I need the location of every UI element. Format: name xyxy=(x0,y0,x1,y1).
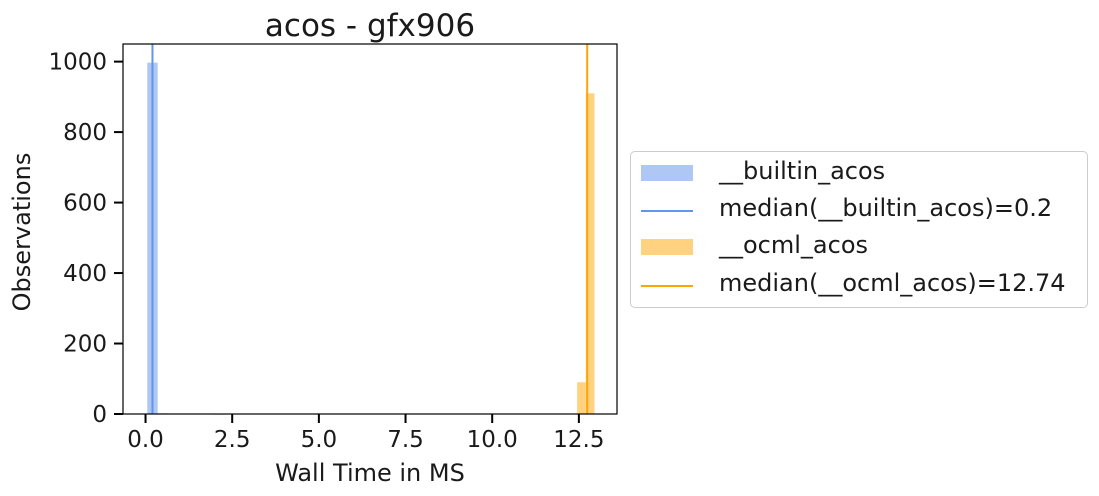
legend-swatch-builtin-acos xyxy=(641,165,693,181)
y-tick-label: 600 xyxy=(63,191,107,217)
y-tick-label: 800 xyxy=(63,120,107,146)
x-tick-label: 7.5 xyxy=(387,427,424,453)
y-tick-label: 400 xyxy=(63,261,107,287)
legend-label-ocml-median: median(__ocml_acos)=12.74 xyxy=(719,269,1066,297)
legend-label-builtin-median: median(__builtin_acos)=0.2 xyxy=(719,194,1053,222)
x-tick-label: 10.0 xyxy=(467,427,518,453)
x-tick-label: 5.0 xyxy=(301,427,338,453)
legend-item-ocml-acos: __ocml_acos xyxy=(631,230,1087,262)
legend-swatch-builtin-median xyxy=(641,210,693,212)
x-axis-label: Wall Time in MS xyxy=(275,459,465,487)
x-tick-label: 12.5 xyxy=(553,427,604,453)
legend-label-ocml-acos: __ocml_acos xyxy=(719,231,869,259)
legend-item-builtin-acos: __builtin_acos xyxy=(631,156,1087,188)
y-tick-label: 200 xyxy=(63,332,107,358)
legend-item-builtin-median: median(__builtin_acos)=0.2 xyxy=(631,193,1087,225)
plot-area xyxy=(147,44,595,415)
x-tick-label: 2.5 xyxy=(214,427,251,453)
y-tick-label: 0 xyxy=(92,402,107,428)
legend-swatch-ocml-median xyxy=(641,285,693,287)
legend-item-ocml-median: median(__ocml_acos)=12.74 xyxy=(631,268,1087,300)
axes-frame xyxy=(122,43,618,415)
legend-swatch-ocml-acos xyxy=(641,239,693,255)
hist-bar-2-0 xyxy=(577,382,586,414)
legend: __builtin_acos median(__builtin_acos)=0.… xyxy=(630,151,1088,308)
chart-title: acos - gfx906 xyxy=(265,8,475,44)
y-axis-label: Observations xyxy=(8,153,36,312)
x-tick-label: 0.0 xyxy=(127,427,164,453)
y-tick-label: 1000 xyxy=(48,50,107,76)
legend-label-builtin-acos: __builtin_acos xyxy=(719,157,886,185)
axes: 0.0 2.5 5.0 7.5 10.0 12.5 0 200 400 600 800 1000 xyxy=(48,43,618,453)
hist-bar-2-1 xyxy=(585,93,595,414)
